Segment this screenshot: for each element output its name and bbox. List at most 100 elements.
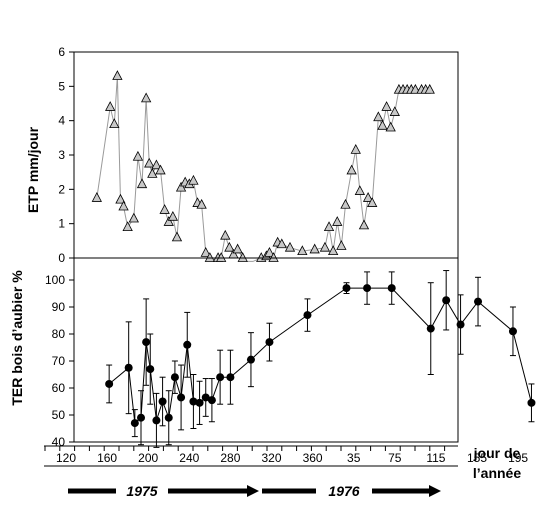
etp-y-tick-label: 4 [58, 114, 65, 128]
ter-y-tick-label: 40 [52, 435, 66, 449]
etp-data-point [155, 164, 166, 175]
x-tick-label: 200 [138, 451, 158, 465]
etp-data-point [424, 83, 435, 94]
etp-data-point [109, 118, 120, 128]
etp-y-tick-label: 2 [58, 182, 65, 196]
etp-data-point [323, 221, 335, 232]
ter-data-point [303, 311, 312, 320]
etp-data-point [319, 241, 331, 252]
ter-data-point [342, 284, 351, 293]
ter-data-point [207, 396, 216, 405]
ter-data-point [146, 365, 155, 374]
ter-data-point [456, 320, 465, 329]
etp-data-point [167, 210, 179, 221]
x-tick-label: 240 [179, 451, 199, 465]
ter-data-point [152, 416, 161, 425]
ter-data-point [226, 373, 235, 382]
ter-data-point [158, 397, 167, 406]
ter-series-line [108, 287, 532, 425]
etp-data-point [373, 111, 384, 122]
ter-data-point [164, 413, 173, 422]
ter-data-point [183, 340, 192, 349]
ter-y-tick-label: 70 [52, 354, 66, 368]
etp-data-point [159, 204, 170, 214]
etp-series-line [96, 76, 430, 263]
etp-data-point [171, 231, 183, 242]
etp-data-point [327, 245, 339, 256]
x-axis-label-line1: jour de [473, 445, 521, 461]
ter-data-point [246, 355, 255, 364]
year-label-1976: 1976 [328, 483, 359, 499]
etp-data-point [268, 252, 279, 262]
etp-data-point [336, 240, 347, 250]
etp-data-point [220, 229, 231, 240]
ter-y-tick-label: 50 [52, 408, 66, 422]
ter-data-point [130, 419, 139, 428]
etp-data-point [147, 168, 158, 178]
x-tick-label: 35 [347, 451, 361, 465]
x-tick-label: 320 [261, 451, 281, 465]
year-label-1975: 1975 [126, 483, 157, 499]
ter-plot-frame [73, 257, 459, 443]
x-tick-label: 195 [508, 451, 528, 465]
ter-data-point [137, 413, 146, 422]
etp-data-point [140, 92, 152, 103]
etp-data-point [389, 106, 400, 116]
etp-y-tick-label: 0 [58, 251, 65, 265]
etp-data-point [332, 216, 343, 226]
etp-y-tick-label: 6 [58, 45, 65, 59]
ter-y-tick-label: 100 [45, 273, 65, 287]
ter-data-point [105, 379, 114, 388]
ter-data-point [170, 373, 179, 382]
etp-data-point [237, 252, 248, 262]
etp-y-tick-label: 1 [58, 217, 65, 231]
ter-data-point [265, 338, 274, 347]
etp-data-point [112, 70, 123, 80]
etp-y-axis-label: ETP mm/jour [25, 126, 41, 213]
x-axis-label-line2: l’année [473, 465, 521, 481]
ter-data-point [195, 398, 204, 407]
ter-panel: 40 50 60 70 80 90 100 120 160 200 240 280 320 360 35 75… [44, 257, 536, 467]
x-tick-label: 120 [56, 451, 76, 465]
etp-data-point [367, 197, 378, 207]
etp-data-point [276, 238, 287, 249]
x-tick-label: 360 [303, 451, 323, 465]
etp-data-point [144, 157, 155, 168]
etp-data-point [204, 252, 216, 262]
ter-data-point [177, 393, 186, 402]
etp-data-point [118, 200, 129, 211]
etp-plot-frame [73, 51, 459, 259]
ter-data-point [387, 284, 396, 293]
x-tick-label: 115 [426, 451, 445, 465]
etp-data-point [200, 246, 211, 257]
ter-data-point [527, 398, 536, 407]
etp-data-point [377, 119, 388, 130]
etp-data-point [132, 150, 144, 161]
etp-data-point [136, 178, 148, 189]
etp-data-point [346, 164, 357, 175]
etp-data-point [385, 121, 396, 132]
etp-data-point [128, 212, 139, 223]
ter-y-tick-label: 90 [52, 300, 66, 314]
ter-data-point [426, 324, 435, 333]
etp-data-point [196, 198, 207, 209]
etp-data-point [215, 252, 227, 262]
etp-data-point [309, 243, 320, 254]
etp-data-point [284, 241, 296, 252]
etp-data-point [410, 83, 421, 94]
etp-data-point [151, 159, 162, 170]
etp-data-point [350, 143, 361, 154]
etp-data-point [115, 193, 126, 204]
etp-data-point [232, 243, 243, 254]
etp-data-point [358, 219, 370, 230]
etp-y-tick-label: 5 [58, 79, 65, 93]
ter-data-point [201, 393, 210, 402]
etp-data-point [122, 221, 133, 232]
ter-y-tick-label: 60 [52, 381, 66, 395]
etp-data-point [188, 174, 199, 185]
x-tick-label: 160 [97, 451, 117, 465]
etp-panel: 0 1 2 3 4 5 6 [58, 45, 459, 265]
etp-y-tick-label: 3 [58, 148, 65, 162]
etp-data-point [163, 216, 174, 226]
